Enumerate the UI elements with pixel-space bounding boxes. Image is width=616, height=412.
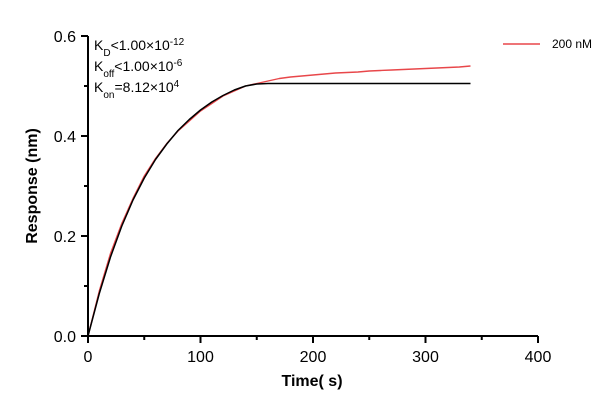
x-tick-label: 0 [84,349,93,366]
fit-curve [87,82,471,337]
axes: 0 100 200 300 400 0.0 0.2 0.4 0.6 [54,29,552,366]
plot-series [87,65,471,337]
legend: 200 nM [503,37,592,51]
x-tick-label: 300 [412,349,439,366]
measured-curve-200-nm [87,65,471,337]
y-tick-label: 0.2 [54,229,76,246]
kinetic-constant-d: KD<1.00×10-12 [94,37,185,59]
x-tick-label: 400 [525,349,552,366]
kinetic-constant-off: Koff<1.00×10-6 [94,58,183,80]
legend-label: 200 nM [552,37,592,51]
y-tick-label: 0.6 [54,29,76,46]
x-tick-label: 200 [300,349,327,366]
kinetic-constant-on: Kon=8.12×104 [94,79,180,101]
y-tick-label: 0.4 [54,129,76,146]
x-axis-title: Time( s) [281,373,342,390]
y-axis-title: Response (nm) [24,128,41,244]
y-tick-label: 0.0 [54,329,76,346]
x-tick-label: 100 [187,349,214,366]
